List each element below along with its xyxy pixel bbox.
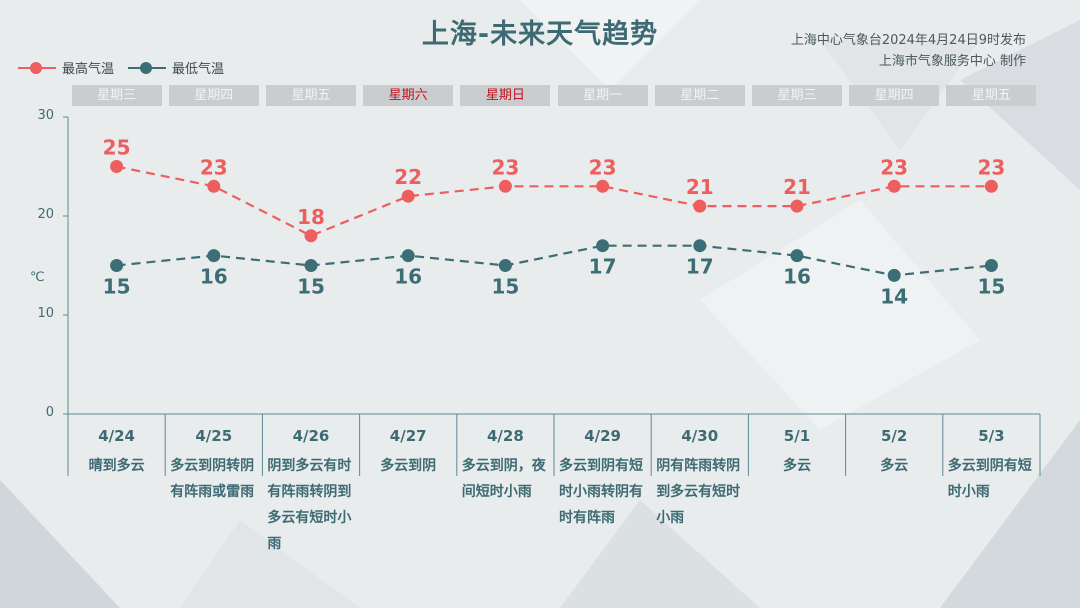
low-temp-label: 16 bbox=[783, 265, 811, 289]
high-temp-label: 23 bbox=[491, 155, 519, 179]
low-temp-point bbox=[984, 259, 998, 272]
low-temp-label: 15 bbox=[103, 275, 131, 299]
low-temp-label: 17 bbox=[686, 255, 714, 279]
high-temp-point bbox=[498, 179, 512, 193]
weather-description: 多云到阴有短时小雨转阴有时有阵雨 bbox=[559, 458, 643, 526]
weather-description: 多云 bbox=[880, 458, 909, 474]
low-temp-point bbox=[693, 239, 707, 253]
date-label: 4/27 bbox=[389, 427, 427, 445]
date-label: 4/29 bbox=[584, 427, 621, 445]
legend-item-low: 最低气温 bbox=[128, 58, 224, 77]
date-label: 5/2 bbox=[881, 427, 908, 445]
date-label: 4/30 bbox=[681, 427, 719, 445]
high-temp-point bbox=[887, 179, 901, 193]
date-label: 4/25 bbox=[195, 427, 233, 445]
low-temp-point bbox=[304, 259, 318, 272]
high-temp-point bbox=[790, 199, 804, 213]
y-tick-label: 10 bbox=[37, 306, 54, 321]
weather-description: 晴到多云 bbox=[88, 458, 145, 474]
high-temp-label: 21 bbox=[686, 175, 714, 199]
low-temp-label: 15 bbox=[491, 275, 519, 299]
date-label: 4/26 bbox=[292, 427, 330, 445]
weekday-label: 星期四 bbox=[849, 85, 940, 106]
y-tick-label: 20 bbox=[37, 207, 54, 222]
low-temp-point bbox=[790, 249, 804, 263]
weekday-label: 星期四 bbox=[168, 85, 259, 106]
weather-description: 多云到阴，夜间短时小雨 bbox=[461, 458, 546, 500]
low-temp-point bbox=[498, 259, 512, 272]
weekday-label: 星期二 bbox=[654, 85, 745, 106]
low-temp-point bbox=[887, 268, 901, 282]
low-temp-label: 16 bbox=[200, 265, 228, 289]
high-temp-point bbox=[401, 189, 415, 203]
low-temp-label: 15 bbox=[977, 275, 1005, 299]
high-temp-label: 18 bbox=[297, 205, 325, 229]
weekday-label: 星期五 bbox=[946, 85, 1037, 106]
low-temp-label: 14 bbox=[880, 284, 908, 308]
weather-description: 多云到阴转阴有阵雨或雷雨 bbox=[170, 458, 255, 500]
legend-low-marker bbox=[128, 61, 167, 74]
high-temp-point bbox=[693, 199, 707, 213]
weekday-label: 星期日 bbox=[460, 85, 551, 106]
high-temp-label: 23 bbox=[200, 155, 228, 179]
high-temp-point bbox=[984, 179, 998, 193]
chart-legend: 最高气温 最低气温 bbox=[18, 58, 224, 77]
page-title: 上海-未来天气趋势 bbox=[421, 19, 659, 50]
weekday-label: 星期六 bbox=[363, 85, 454, 106]
legend-high-label: 最高气温 bbox=[62, 62, 115, 77]
y-tick-label: 0 bbox=[45, 405, 54, 420]
weather-description: 阴有阵雨转阴到多云有短时小雨 bbox=[656, 458, 741, 526]
low-temp-point bbox=[596, 239, 610, 253]
high-temp-label: 23 bbox=[589, 155, 617, 179]
issuer-info: 上海中心气象台2024年4月24日9时发布 上海市气象服务中心 制作 bbox=[791, 30, 1026, 72]
weekday-label: 星期一 bbox=[557, 85, 648, 106]
weather-description: 多云到阴 bbox=[380, 458, 437, 474]
high-temp-label: 25 bbox=[103, 136, 131, 160]
high-temp-label: 23 bbox=[977, 155, 1005, 179]
low-temp-point bbox=[110, 259, 124, 272]
high-temp-point bbox=[110, 160, 124, 173]
y-tick-label: 30 bbox=[37, 108, 54, 123]
date-label: 4/24 bbox=[98, 427, 135, 445]
high-temp-label: 22 bbox=[394, 165, 422, 189]
high-temp-label: 21 bbox=[783, 175, 811, 199]
issuer-line-1: 上海中心气象台2024年4月24日9时发布 bbox=[790, 33, 1026, 48]
date-label: 5/3 bbox=[978, 427, 1005, 445]
weekday-label: 星期三 bbox=[752, 85, 842, 106]
legend-item-high: 最高气温 bbox=[18, 58, 114, 77]
low-temp-label: 15 bbox=[297, 275, 325, 299]
low-temp-point bbox=[207, 249, 221, 263]
weekday-label: 星期三 bbox=[71, 85, 162, 106]
weather-description: 阴到多云有时有阵雨转阴到多云有短时小雨 bbox=[267, 458, 352, 552]
high-temp-point bbox=[207, 179, 221, 193]
low-temp-line bbox=[116, 244, 992, 277]
date-label: 4/28 bbox=[486, 427, 524, 445]
date-label: 5/1 bbox=[783, 427, 811, 445]
legend-low-label: 最低气温 bbox=[172, 62, 225, 77]
weather-description: 多云到阴有短时小雨 bbox=[947, 458, 1032, 500]
y-axis-unit: ℃ bbox=[30, 270, 45, 285]
high-temp-line bbox=[116, 165, 992, 238]
high-temp-point bbox=[304, 229, 318, 243]
high-temp-label: 23 bbox=[880, 155, 908, 179]
weekday-label: 星期五 bbox=[266, 85, 356, 106]
low-temp-label: 16 bbox=[394, 265, 422, 289]
low-temp-point bbox=[401, 249, 415, 263]
low-temp-label: 17 bbox=[589, 255, 617, 279]
issuer-line-2: 上海市气象服务中心 制作 bbox=[878, 54, 1026, 69]
weather-description: 多云 bbox=[782, 458, 811, 474]
legend-high-marker bbox=[18, 61, 56, 74]
high-temp-point bbox=[596, 179, 610, 193]
